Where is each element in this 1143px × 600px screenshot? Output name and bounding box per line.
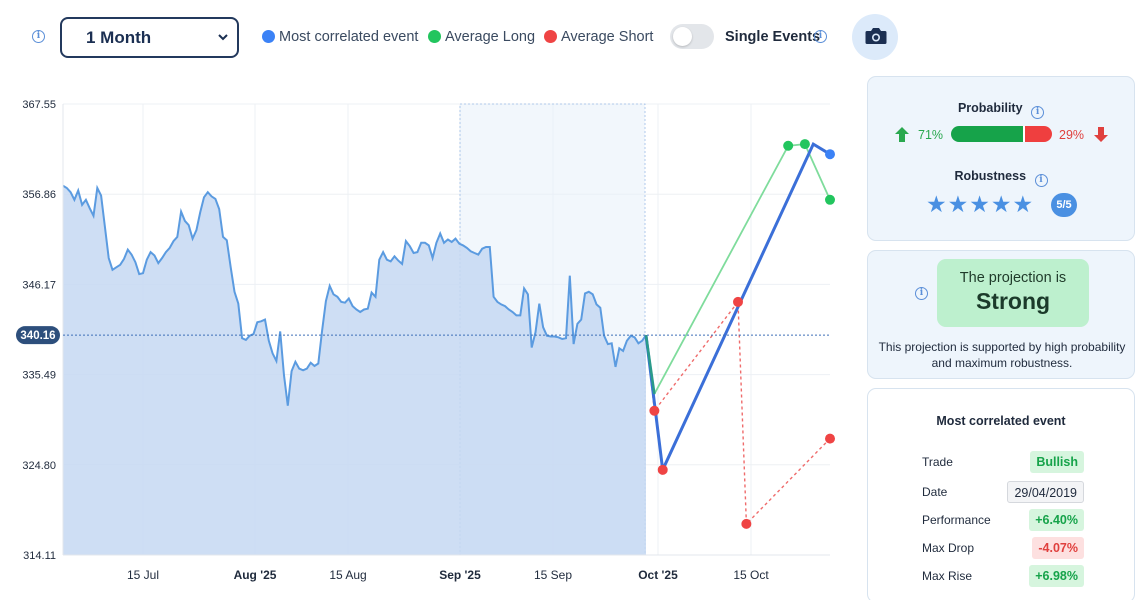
y-tick-label: 346.17 [22, 279, 56, 291]
current-price-badge [16, 326, 60, 345]
projection-start-segment [644, 334, 656, 395]
legend-label-most-correlated: Most correlated event [279, 29, 419, 45]
history-area [62, 184, 647, 555]
probability-panel: Probability i 71% 29% Robustness i ★★★★★… [867, 76, 1135, 241]
average-long-point [799, 139, 810, 150]
screenshot-button[interactable] [852, 14, 898, 60]
toggle-knob [673, 27, 692, 46]
corr-row-max-rise: Max Rise +6.98% [922, 565, 1084, 587]
x-tick-label: Oct '25 [638, 568, 678, 582]
arrow-down-icon [1094, 127, 1108, 142]
max-drop-value: -4.07% [1032, 537, 1084, 559]
legend-label-average-long: Average Long [445, 29, 536, 45]
probability-bar-long [951, 126, 1023, 142]
average-short-line [645, 299, 831, 526]
period-select[interactable]: 1 Month [60, 17, 239, 58]
projection-prefix: The projection is [959, 270, 1067, 286]
probability-heading: Probability i [868, 101, 1134, 119]
most-correlated-point [825, 149, 835, 160]
short-probability: 29% [1059, 128, 1085, 142]
corr-label: Performance [922, 513, 991, 527]
corr-label: Max Drop [922, 541, 975, 555]
average-long-line [645, 143, 831, 397]
legend-average-long[interactable]: Average Long [428, 29, 535, 45]
chevron-down-icon [217, 19, 229, 70]
most-correlated-point [657, 464, 668, 475]
correlated-event-title: Most correlated event [936, 414, 1066, 428]
average-short-point [741, 518, 752, 529]
y-tick-label: 314.11 [23, 550, 56, 562]
corr-row-max-drop: Max Drop -4.07% [922, 537, 1084, 559]
corr-row-trade: Trade Bullish [922, 451, 1084, 473]
robustness-stars: ★★★★★ [926, 191, 1034, 217]
info-icon[interactable]: i [915, 287, 928, 300]
average-short-point [649, 405, 660, 416]
average-short-point [733, 296, 743, 307]
period-select-value: 1 Month [86, 28, 152, 47]
x-tick-label: 15 Aug [329, 568, 366, 582]
star-icon: ★ [990, 191, 1012, 217]
legend-dot-average-long [428, 30, 441, 43]
camera-icon [865, 28, 887, 44]
y-tick-label: 367.55 [22, 99, 56, 111]
projection-panel: i The projection is Strong This projecti… [867, 250, 1135, 379]
info-icon[interactable]: i [1031, 106, 1045, 119]
performance-value: +6.40% [1029, 509, 1084, 531]
toolbar: i 1 Month Most correlated event Average … [0, 0, 898, 74]
projection-strength: Strong [975, 288, 1051, 314]
projection-strength-box: The projection is Strong [937, 259, 1089, 327]
average-long-point [783, 140, 794, 151]
robustness-heading: Robustness i [868, 169, 1134, 187]
y-tick-label: 324.80 [22, 460, 56, 472]
legend-average-short[interactable]: Average Short [544, 29, 653, 45]
projection-lines [644, 139, 835, 529]
info-icon[interactable]: i [32, 30, 45, 43]
projection-description: This projection is supported by high pro… [878, 340, 1126, 370]
star-icon: ★ [1012, 191, 1034, 217]
single-events-label: Single Events [725, 29, 821, 45]
corr-label: Trade [922, 455, 953, 469]
x-tick-label: Sep '25 [439, 568, 481, 582]
info-icon[interactable]: i [814, 30, 827, 43]
trade-value: Bullish [1030, 451, 1084, 473]
robustness-score: 5/5 [1051, 193, 1077, 217]
price-chart[interactable]: 367.55 356.86 346.17 335.49 324.80 314.11 15 J… [0, 90, 840, 600]
x-tick-label: Aug '25 [234, 568, 277, 582]
current-price-label: 340.16 [20, 330, 55, 342]
legend-dot-most-correlated [262, 30, 275, 43]
most-correlated-line [644, 141, 831, 476]
chart-svg[interactable]: 367.55 356.86 346.17 335.49 324.80 314.11 15 J… [0, 90, 840, 600]
corr-label: Date [922, 485, 948, 499]
legend-dot-average-short [544, 30, 557, 43]
average-long-point [825, 194, 835, 205]
info-icon[interactable]: i [1034, 174, 1048, 187]
history-fill [63, 185, 646, 555]
probability-bar-short [1022, 126, 1052, 142]
star-icon: ★ [969, 191, 990, 217]
average-short-point [825, 433, 835, 444]
legend-most-correlated[interactable]: Most correlated event [262, 29, 418, 45]
legend-label-average-short: Average Short [561, 29, 654, 45]
robustness-title: Robustness [954, 169, 1027, 183]
date-value: 29/04/2019 [1007, 481, 1084, 503]
x-tick-label: 15 Sep [534, 568, 572, 582]
history-line [62, 184, 647, 406]
corr-row-performance: Performance +6.40% [922, 509, 1084, 531]
probability-title: Probability [957, 101, 1023, 115]
corr-row-date: Date 29/04/2019 [922, 481, 1084, 503]
max-rise-value: +6.98% [1029, 565, 1084, 587]
single-events-toggle[interactable] [670, 24, 714, 49]
corr-label: Max Rise [922, 569, 973, 583]
chart-axes: 367.55 356.86 346.17 335.49 324.80 314.11 15 J… [16, 99, 830, 582]
long-probability: 71% [918, 128, 944, 142]
arrow-up-icon [895, 127, 909, 142]
star-icon: ★ [947, 191, 969, 217]
star-icon: ★ [926, 191, 947, 217]
x-tick-label: 15 Jul [127, 568, 159, 582]
y-tick-label: 335.49 [22, 370, 56, 382]
x-tick-label: 15 Oct [733, 568, 769, 582]
y-tick-label: 356.86 [22, 189, 56, 201]
correlated-event-panel: Most correlated event Trade Bullish Date… [867, 388, 1135, 600]
probability-bar [951, 126, 1052, 142]
